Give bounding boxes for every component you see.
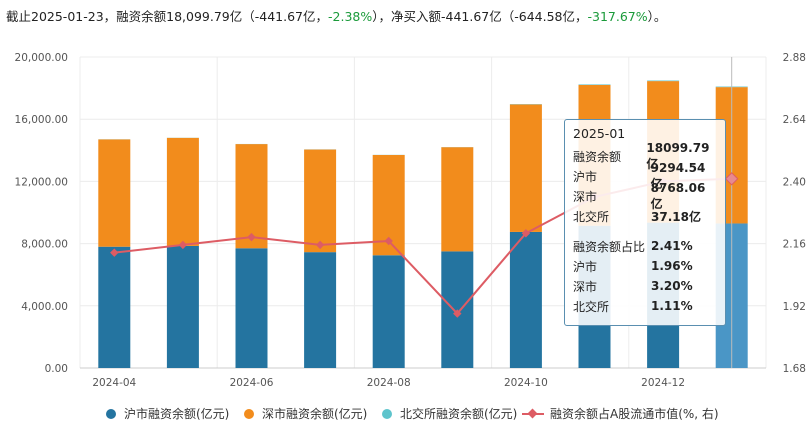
tooltip-value: 2.41% xyxy=(651,239,693,253)
tooltip-value: 37.18亿 xyxy=(651,209,701,224)
y-right-tick-label: 1.92 xyxy=(783,301,806,313)
tooltip-label: 沪市 xyxy=(573,259,598,274)
y-left-tick-label: 4,000.00 xyxy=(21,301,68,313)
y-left-tick-label: 16,000.00 xyxy=(15,114,68,126)
tooltip-value: 9294.54亿 xyxy=(650,160,706,191)
y-left-tick-label: 8,000.00 xyxy=(21,239,68,251)
headline-middle: ），净买入额-441.67亿（-644.58亿， xyxy=(372,9,588,24)
legend-item-bj[interactable]: 北交所融资余额(亿元) xyxy=(382,405,517,422)
tooltip-label: 融资余额 xyxy=(573,149,622,164)
tooltip-row-sz-ratio: 深市 3.20% xyxy=(573,276,717,296)
bar-sz xyxy=(98,139,131,247)
y-right-tick-label: 2.64 xyxy=(783,114,807,126)
bar-bj xyxy=(578,84,611,85)
y-right-tick-label: 1.68 xyxy=(783,363,806,375)
tooltip-row-bj: 北交所 37.18亿 xyxy=(573,206,717,226)
bar-sh xyxy=(235,248,268,368)
bar-bj xyxy=(647,80,680,82)
legend-item-sz[interactable]: 深市融资余额(亿元) xyxy=(244,405,367,422)
legend-item-ratio[interactable]: 融资余额占A股流通市值(%, 右) xyxy=(522,405,719,422)
tooltip-row-sh-ratio: 沪市 1.96% xyxy=(573,256,717,276)
bar-sz xyxy=(166,137,199,246)
tooltip-value: 1.96% xyxy=(651,259,693,273)
ratio-point xyxy=(247,232,256,242)
legend-line-diamond-icon xyxy=(522,409,544,419)
ratio-point xyxy=(315,240,325,250)
y-left-tick-label: 0.00 xyxy=(45,363,68,375)
bar-sh xyxy=(509,231,542,368)
legend-dot-icon xyxy=(382,408,392,419)
headline-change-pct: -2.38% xyxy=(328,9,373,24)
y-right-tick-label: 2.88 xyxy=(783,52,806,64)
x-tick-label: 2024-12 xyxy=(641,377,685,389)
tooltip-label: 深市 xyxy=(573,189,598,204)
ratio-point xyxy=(384,236,393,246)
headline-prefix: 截止2025-01-23，融资余额18,099.79亿（-441.67亿， xyxy=(6,9,329,24)
y-left-tick-label: 20,000.00 xyxy=(15,52,68,64)
legend-dot-icon xyxy=(244,408,254,419)
tooltip-row-bj-ratio: 北交所 1.11% xyxy=(573,296,717,316)
legend-label: 融资余额占A股流通市值(%, 右) xyxy=(550,407,719,421)
ratio-point xyxy=(110,248,119,257)
y-right-tick-label: 2.16 xyxy=(783,239,807,251)
tooltip-label: 北交所 xyxy=(573,299,610,314)
tooltip-label: 沪市 xyxy=(573,169,598,184)
legend-label: 深市融资余额(亿元) xyxy=(262,407,368,421)
legend-dot-icon xyxy=(106,408,116,419)
tooltip-value: 8768.06亿 xyxy=(650,180,706,211)
x-tick-label: 2024-10 xyxy=(504,377,548,389)
tooltip-row-ratio: 融资余额占比 2.41% xyxy=(573,236,717,256)
tooltip-label: 融资余额占比 xyxy=(573,239,646,254)
tooltip-title: 2025-01 xyxy=(573,126,626,141)
tooltip-label: 深市 xyxy=(573,279,598,294)
chart-tooltip: 2025-01 融资余额 18099.79亿 沪市 9294.54亿 深市 8768.… xyxy=(564,119,726,326)
bar-sz xyxy=(441,147,474,252)
y-right-tick-label: 2.40 xyxy=(783,176,806,188)
tooltip-value: 18099.79亿 xyxy=(646,140,710,171)
tooltip-row-sz: 深市 8768.06亿 xyxy=(573,181,717,211)
tooltip-value: 3.20% xyxy=(651,279,693,293)
x-tick-label: 2024-04 xyxy=(92,377,136,389)
ratio-point xyxy=(178,240,188,250)
headline-summary: 截止2025-01-23，融资余额18,099.79亿（-441.67亿，-2.… xyxy=(6,6,666,25)
headline-net-buy-pct: -317.67% xyxy=(587,9,648,24)
chart-legend: 沪市融资余额(亿元) 深市融资余额(亿元) 北交所融资余额(亿元) 融资余额占A… xyxy=(0,405,811,425)
tooltip-row-total: 融资余额 18099.79亿 xyxy=(573,141,717,171)
bar-sh xyxy=(304,252,337,368)
bar-sz xyxy=(509,104,542,232)
ratio-point xyxy=(453,309,462,318)
legend-label: 沪市融资余额(亿元) xyxy=(124,407,230,421)
legend-item-sh[interactable]: 沪市融资余额(亿元) xyxy=(106,405,229,422)
tooltip-value: 1.11% xyxy=(651,299,693,313)
tooltip-label: 北交所 xyxy=(573,209,610,224)
ratio-point xyxy=(521,229,531,238)
bar-sz xyxy=(235,144,268,249)
y-left-tick-label: 12,000.00 xyxy=(15,176,68,188)
bar-sh xyxy=(372,255,405,368)
x-tick-label: 2024-08 xyxy=(367,377,411,389)
legend-label: 北交所融资余额(亿元) xyxy=(400,407,518,421)
headline-suffix: ）。 xyxy=(647,9,667,24)
x-tick-label: 2024-06 xyxy=(230,377,274,389)
bar-sz xyxy=(304,149,337,253)
ratio-point xyxy=(724,172,739,186)
bar-sh xyxy=(98,246,131,368)
tooltip-row-sh: 沪市 9294.54亿 xyxy=(573,161,717,191)
bar-sh xyxy=(166,245,199,368)
